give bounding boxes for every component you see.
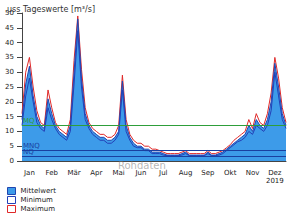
svg-text:Mittelwert: Mittelwert: [21, 187, 57, 195]
svg-text:35: 35: [5, 53, 14, 61]
svg-text:2019: 2019: [266, 177, 284, 185]
svg-text:Dez: Dez: [268, 169, 282, 177]
svg-text:Apr: Apr: [90, 169, 102, 177]
svg-text:Jan: Jan: [23, 169, 35, 177]
svg-text:15: 15: [5, 113, 14, 121]
svg-text:40: 40: [5, 39, 14, 47]
svg-text:Mär: Mär: [67, 169, 80, 177]
svg-text:25: 25: [5, 83, 14, 91]
svg-text:uss Tageswerte [m³/s]: uss Tageswerte [m³/s]: [7, 5, 95, 14]
svg-text:Aug: Aug: [179, 169, 193, 177]
svg-text:Minimum: Minimum: [21, 196, 54, 204]
svg-text:Okt: Okt: [224, 169, 237, 177]
svg-text:5: 5: [10, 142, 14, 150]
svg-text:MNQ: MNQ: [23, 142, 40, 151]
svg-text:Nov: Nov: [246, 169, 260, 177]
svg-text:NQ: NQ: [23, 148, 34, 156]
svg-text:Jun: Jun: [135, 169, 147, 177]
svg-text:Rohdaten: Rohdaten: [118, 160, 166, 171]
svg-text:MQ: MQ: [23, 117, 35, 125]
svg-text:45: 45: [5, 24, 14, 32]
svg-text:Sep: Sep: [201, 169, 215, 177]
svg-text:10: 10: [5, 127, 14, 135]
svg-text:0: 0: [10, 157, 14, 165]
svg-text:Maximum: Maximum: [21, 205, 56, 213]
svg-text:Mai: Mai: [112, 169, 125, 177]
svg-text:Feb: Feb: [46, 169, 59, 177]
svg-text:20: 20: [5, 98, 14, 106]
svg-text:Jul: Jul: [159, 169, 168, 177]
svg-text:30: 30: [5, 68, 14, 76]
